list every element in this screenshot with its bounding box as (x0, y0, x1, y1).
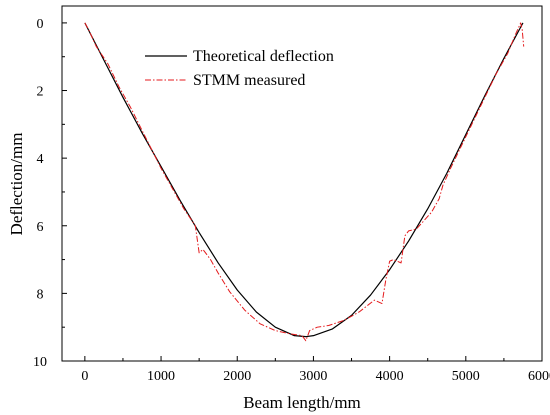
y-axis-title: Deflection/mm (7, 133, 26, 236)
x-tick-label: 2000 (223, 369, 251, 384)
series-layer (84, 22, 525, 342)
legend: Theoretical deflection STMM measured (145, 48, 334, 89)
y-tick-label: 8 (37, 287, 44, 302)
x-tick-label: 0 (81, 369, 88, 384)
x-tick-label: 1000 (147, 369, 175, 384)
theoretical-deflection-line (84, 22, 524, 338)
x-tick-label: 3000 (299, 369, 327, 384)
y-tick-label: 6 (37, 220, 44, 235)
y-tick-label: 4 (37, 152, 44, 167)
legend-label: Theoretical deflection (193, 48, 334, 65)
y-tick-label: 10 (33, 355, 47, 370)
y-tick-label: 0 (37, 17, 44, 32)
legend-label: STMM measured (193, 72, 305, 89)
y-axis: 0 2 4 6 8 10 (33, 17, 67, 370)
y-tick-label: 2 (37, 85, 44, 100)
x-tick-label: 5000 (452, 369, 480, 384)
x-axis-title: Beam length/mm (243, 393, 361, 412)
plot-frame (61, 5, 543, 362)
x-tick-label: 4000 (376, 369, 404, 384)
stmm-measured-line (84, 22, 525, 342)
